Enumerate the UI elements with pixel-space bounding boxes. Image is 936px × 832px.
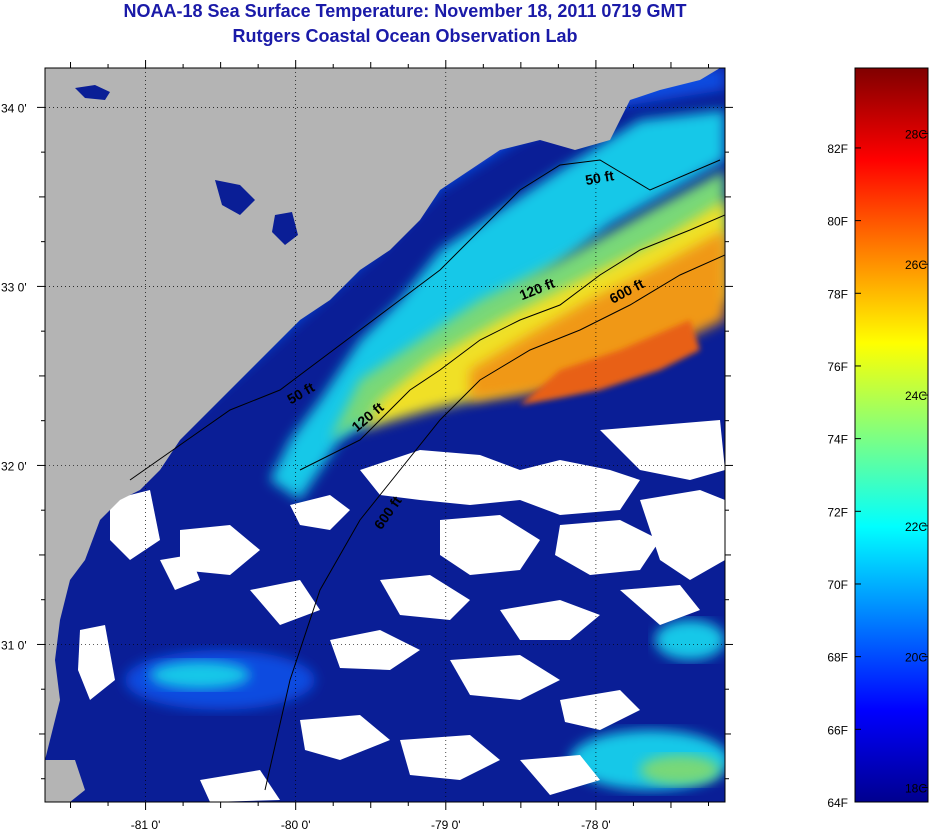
colorbar-f-label: 74F [827,433,848,447]
colorbar-c-label: 26C [905,258,927,272]
map-title: NOAA-18 Sea Surface Temperature: Novembe… [123,1,687,21]
colorbar-f-label: 64F [827,796,848,810]
colorbar-f-label: 80F [827,215,848,229]
colorbar-c-label: 28C [905,127,927,141]
colorbar-c-label: 22C [905,520,927,534]
southeast-green-patch [640,755,720,785]
colorbar [854,67,929,803]
lake [272,212,298,245]
orange-water-band [470,230,725,400]
land-southwest [45,760,85,802]
lon-tick-label: -78 0' [581,818,611,832]
bathymetry-contours [129,159,725,791]
cloud-cover [78,420,725,802]
lon-tick-label: -80 0' [281,818,311,832]
lat-tick-label: 33 0' [1,280,27,294]
lon-tick-label: -79 0' [431,818,461,832]
colorbar-c-label: 20C [905,651,927,665]
contour-50ft [129,159,721,481]
east-cyan-patch [655,620,725,660]
lat-tick-label: 34 0' [1,101,27,115]
contour-600ft [264,254,725,791]
colorbar-f-label: 78F [827,287,848,301]
red-orange-water-patch [520,320,700,405]
colorbar-c-label: 24C [905,389,927,403]
lon-tick-label: -81 0' [131,818,161,832]
colorbar-f-label: 76F [827,360,848,374]
map-panel [45,68,725,802]
graticule [45,68,725,802]
land-mass [45,68,720,760]
lat-tick-label: 32 0' [1,459,27,473]
contour-label: 50 ft [584,167,615,188]
lake [75,85,110,100]
colorbar-fahrenheit-labels: 64F 66F 68F 70F 72F 74F 76F 78F 80F 82F [827,142,848,810]
colorbar-f-label: 68F [827,651,848,665]
lake [215,180,255,215]
contour-120ft [299,214,725,471]
colorbar-f-label: 66F [827,723,848,737]
map-frame [44,67,726,803]
colorbar-celsius-labels: 18C 20C 22C 24C 26C 28C [905,127,927,795]
southern-cyan-patch [150,661,250,689]
map-ticks [37,60,733,810]
colorbar-c-label: 18C [905,781,927,795]
longitude-labels: -81 0' -80 0' -79 0' -78 0' [131,818,611,832]
yellow-water-band [360,200,725,430]
colorbar-ticks [855,132,928,803]
colorbar-f-label: 82F [827,142,848,156]
colorbar-f-label: 72F [827,505,848,519]
latitude-labels: 34 0' 33 0' 32 0' 31 0' [1,101,27,652]
map-subtitle: Rutgers Coastal Ocean Observation Lab [232,26,578,46]
lat-tick-label: 31 0' [1,638,27,652]
colorbar-f-label: 70F [827,578,848,592]
